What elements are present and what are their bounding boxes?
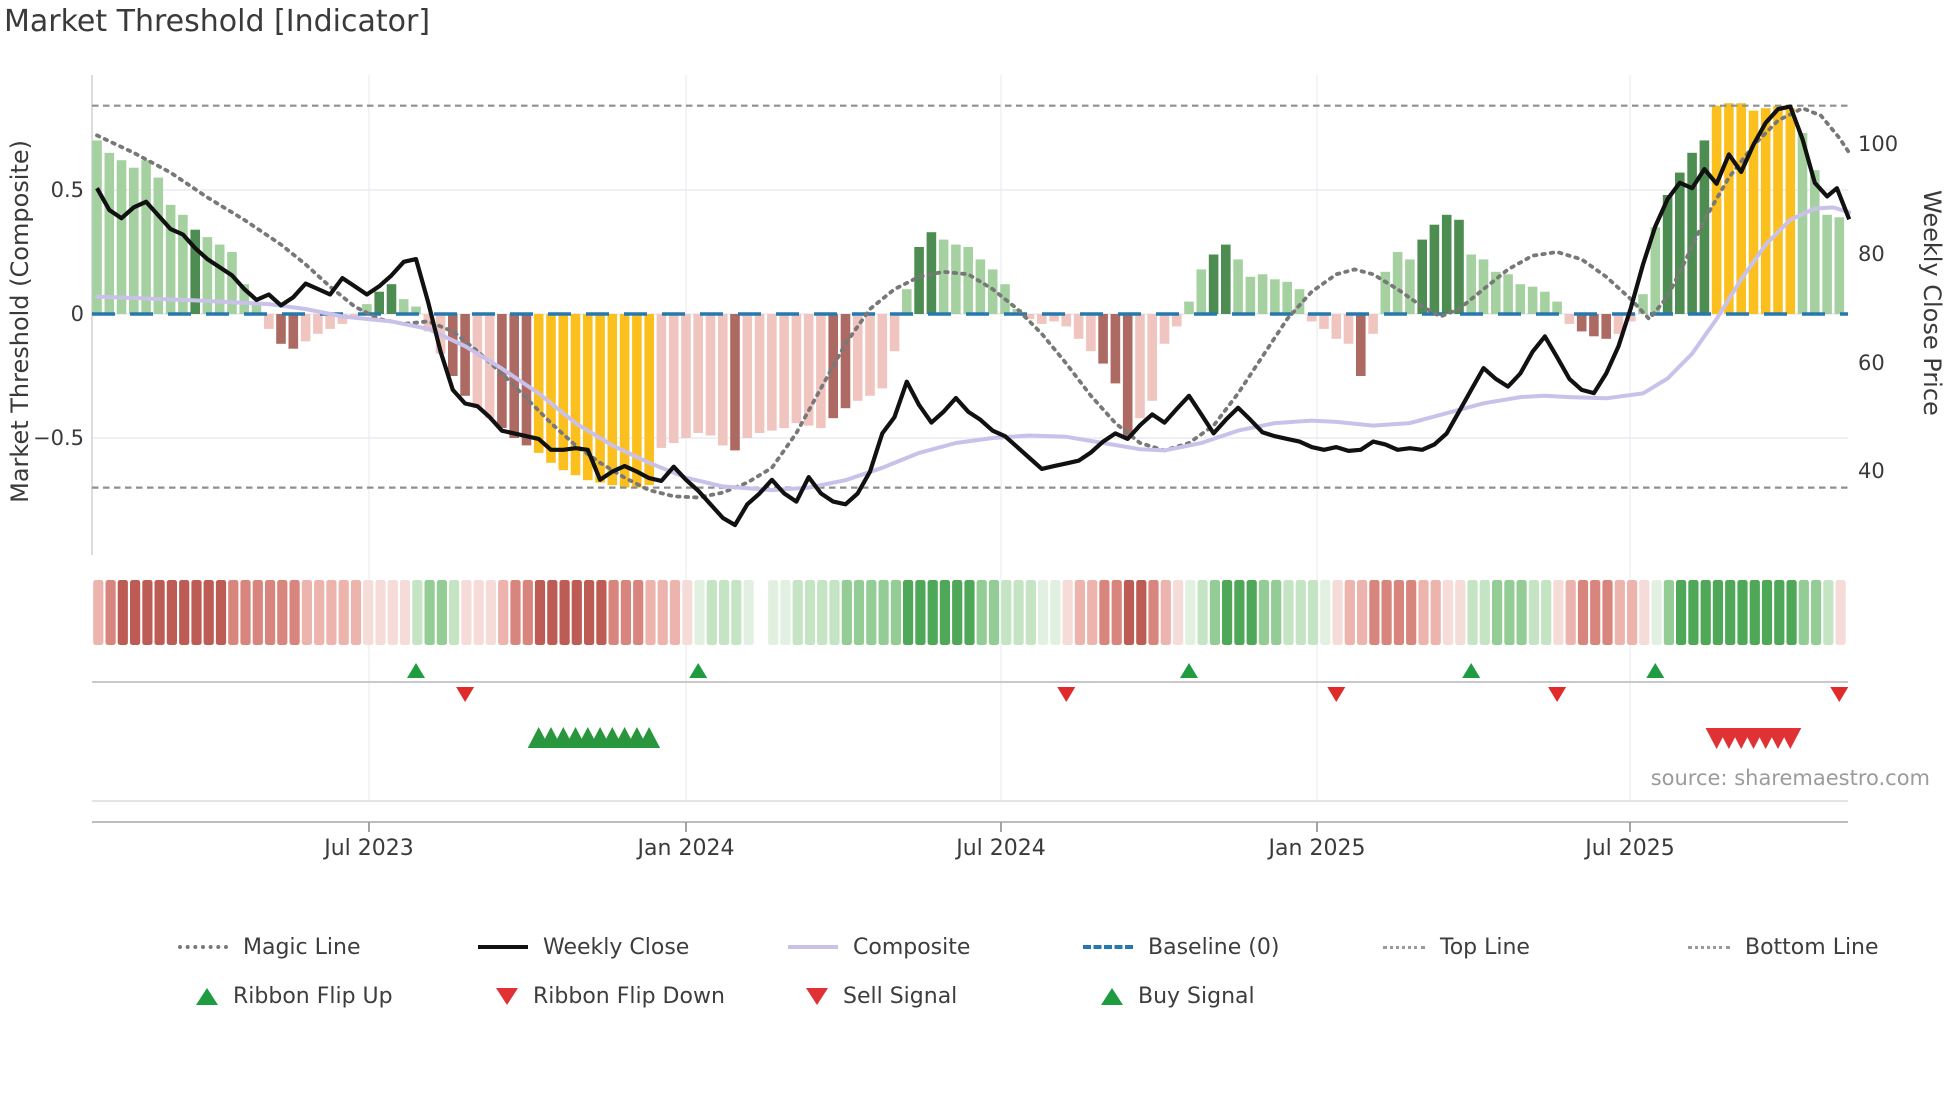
left-tick-0: 0 (70, 302, 84, 326)
page-title: Market Threshold [Indicator] (4, 4, 431, 39)
legend-item-ribbon-flip-down: Ribbon Flip Down (496, 982, 725, 1010)
legend-label: Sell Signal (843, 983, 958, 1009)
baseline-swatch (1083, 945, 1133, 949)
x-tick-jan-2024: Jan 2024 (637, 836, 735, 861)
legend-item-weekly-close: Weekly Close (478, 933, 689, 961)
bottom-line-swatch (1688, 945, 1730, 949)
x-tick-jan-2025: Jan 2025 (1268, 836, 1366, 861)
legend-item-bottom-line: Bottom Line (1688, 933, 1879, 961)
legend-label: Magic Line (243, 934, 361, 960)
legend-label: Weekly Close (543, 934, 690, 960)
right-tick-40: 40 (1858, 459, 1885, 483)
right-axis-label: Weekly Close Price (1918, 190, 1946, 416)
legend-item-top-line: Top Line (1383, 933, 1530, 961)
legend-item-baseline: Baseline (0) (1083, 933, 1279, 961)
legend-label: Buy Signal (1138, 983, 1255, 1009)
ribbon-flip-up-icon (196, 987, 218, 1005)
legend-label: Ribbon Flip Up (233, 983, 393, 1009)
legend-item-ribbon-flip-up: Ribbon Flip Up (196, 982, 393, 1010)
left-tick-neg0.5: −0.5 (33, 426, 84, 450)
source-credit: source: sharemaestro.com (1650, 766, 1930, 790)
legend-label: Baseline (0) (1148, 934, 1280, 960)
x-tick-jul-2025: Jul 2025 (1585, 836, 1675, 861)
sell-signal-icon (806, 987, 828, 1005)
composite-swatch (788, 945, 838, 949)
left-tick-0.5: 0.5 (50, 178, 84, 202)
right-tick-100: 100 (1858, 132, 1899, 156)
buy-signal-icon (1101, 987, 1123, 1005)
x-tick-jul-2024: Jul 2024 (956, 836, 1046, 861)
magic-line-swatch (178, 945, 228, 949)
legend-label: Ribbon Flip Down (533, 983, 725, 1009)
weekly-close-swatch (478, 945, 528, 949)
legend-item-composite: Composite (788, 933, 970, 961)
legend-item-magic-line: Magic Line (178, 933, 360, 961)
legend-label: Composite (853, 934, 971, 960)
right-tick-80: 80 (1858, 242, 1885, 266)
legend-label: Top Line (1440, 934, 1530, 960)
ribbon-flip-down-icon (496, 987, 518, 1005)
legend-item-sell-signal: Sell Signal (806, 982, 957, 1010)
x-tick-jul-2023: Jul 2023 (324, 836, 414, 861)
legend-item-buy-signal: Buy Signal (1101, 982, 1255, 1010)
legend-label: Bottom Line (1745, 934, 1879, 960)
top-line-swatch (1383, 945, 1425, 949)
right-tick-60: 60 (1858, 351, 1885, 375)
